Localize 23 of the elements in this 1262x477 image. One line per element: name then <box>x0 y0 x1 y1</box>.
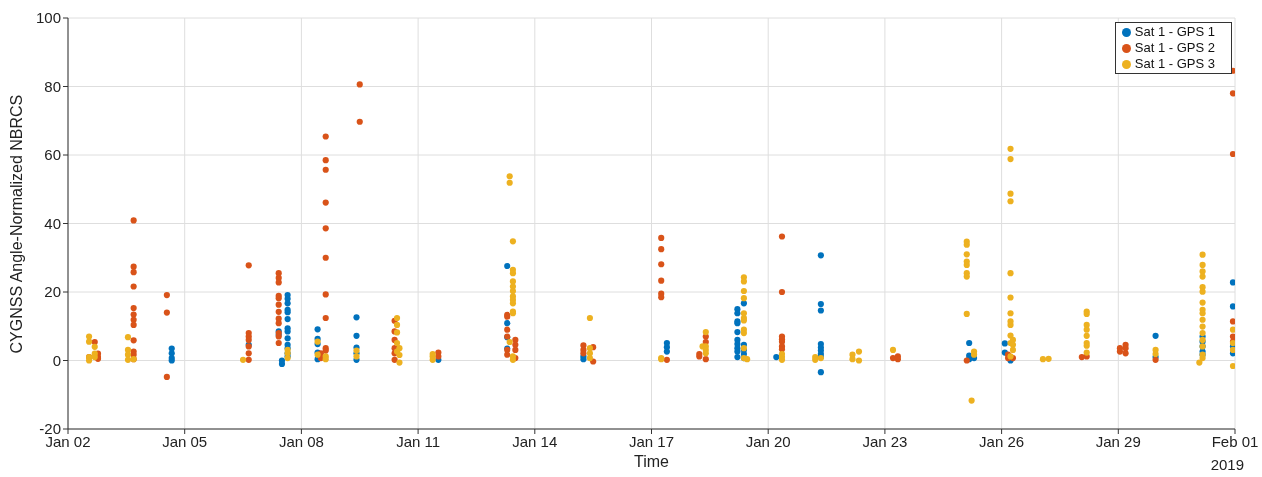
y-axis-title: CYGNSS Angle-Normalized NBRCS <box>7 94 25 354</box>
x-tick-label: Jan 17 <box>628 432 675 450</box>
legend-label: Sat 1 - GPS 1 <box>1134 24 1215 39</box>
x-tick-label: Jan 11 <box>396 432 441 450</box>
y-tick-label: -20 <box>39 420 61 438</box>
y-tick-label: 100 <box>35 9 61 27</box>
x-tick-label: Jan 08 <box>278 432 324 450</box>
y-tick-label: 0 <box>52 351 61 369</box>
y-tick-label: 60 <box>44 146 61 164</box>
x-axis-title: Time <box>634 453 670 470</box>
legend-label: Sat 1 - GPS 3 <box>1134 56 1215 71</box>
x-tick-label: Jan 14 <box>512 432 558 450</box>
text: 2019 <box>1210 456 1244 473</box>
x-tick-label: Jan 26 <box>979 432 1025 450</box>
x-tick-label: Jan 20 <box>745 432 791 450</box>
legend-label: Sat 1 - GPS 2 <box>1134 40 1215 55</box>
x-tick-label: Jan 05 <box>162 432 208 450</box>
x-tick-label: Jan 29 <box>1095 432 1141 450</box>
y-tick-label: 40 <box>44 214 61 232</box>
y-tick-label: 80 <box>44 77 61 95</box>
y-tick-label: 20 <box>44 283 61 301</box>
x-tick-label: Jan 23 <box>862 432 908 450</box>
x-tick-label: Feb 01 <box>1211 432 1259 450</box>
